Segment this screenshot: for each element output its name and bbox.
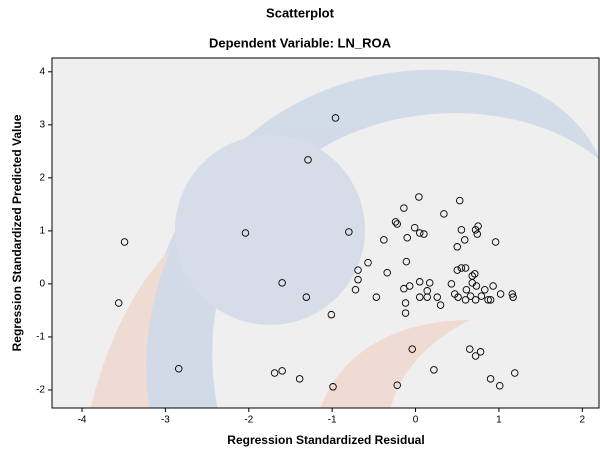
point xyxy=(329,383,337,391)
point xyxy=(474,222,482,230)
point xyxy=(415,293,424,301)
y-tick-label: 4 xyxy=(39,66,45,77)
point xyxy=(491,238,500,246)
point xyxy=(457,226,466,234)
x-tick-label: -1 xyxy=(328,415,337,426)
point xyxy=(436,301,445,309)
point xyxy=(408,345,416,353)
y-tick-label: -1 xyxy=(36,332,45,343)
point xyxy=(471,226,480,234)
y-axis-title: Regression Standardized Predicted Value xyxy=(10,114,24,351)
point xyxy=(484,296,492,304)
point xyxy=(461,236,469,244)
point xyxy=(508,290,517,298)
point xyxy=(415,278,424,286)
point xyxy=(410,223,419,232)
point xyxy=(461,264,470,272)
y-tick-label: 2 xyxy=(39,172,45,183)
point xyxy=(489,282,497,290)
point xyxy=(420,230,428,238)
point xyxy=(415,193,423,201)
point xyxy=(509,293,517,301)
point xyxy=(433,293,441,301)
x-axis-title: Regression Standardized Residual xyxy=(227,433,424,447)
point xyxy=(466,345,474,353)
point xyxy=(295,375,304,383)
point xyxy=(496,290,505,298)
point xyxy=(351,285,360,294)
point xyxy=(327,310,336,319)
point xyxy=(455,196,464,205)
y-tick-label: 1 xyxy=(39,226,45,237)
point xyxy=(354,275,362,284)
x-tick-label: -4 xyxy=(78,415,87,426)
point xyxy=(423,293,431,301)
chart-title: Scatterplot xyxy=(266,5,335,20)
point xyxy=(486,296,495,304)
point xyxy=(476,348,485,356)
point xyxy=(402,257,411,266)
point xyxy=(393,381,401,389)
point xyxy=(331,114,340,122)
point xyxy=(430,366,438,374)
point xyxy=(174,365,183,373)
point xyxy=(496,381,504,390)
point xyxy=(405,282,414,290)
point xyxy=(472,282,481,290)
point xyxy=(471,296,480,304)
point xyxy=(466,292,475,300)
point xyxy=(486,375,495,383)
point xyxy=(477,292,486,300)
point xyxy=(454,293,462,301)
point xyxy=(278,279,286,287)
point xyxy=(383,269,391,277)
point xyxy=(302,293,311,301)
point xyxy=(457,264,466,272)
point xyxy=(511,369,519,377)
point xyxy=(364,258,372,267)
point xyxy=(241,229,250,237)
watermark xyxy=(90,69,599,408)
y-tick-label: 3 xyxy=(39,119,45,130)
point xyxy=(425,279,434,287)
point xyxy=(304,156,312,164)
point xyxy=(471,352,480,360)
point xyxy=(462,285,471,294)
point xyxy=(440,210,448,218)
point xyxy=(481,285,489,294)
point xyxy=(372,293,381,301)
point xyxy=(461,296,470,304)
point xyxy=(393,220,401,228)
plot-frame xyxy=(51,57,600,409)
x-tick-label: -2 xyxy=(244,415,253,426)
x-tick-label: 0 xyxy=(413,415,419,426)
y-tick-label: -2 xyxy=(36,385,45,396)
point xyxy=(473,230,482,238)
point xyxy=(120,238,129,246)
point xyxy=(415,229,424,237)
point xyxy=(270,369,279,377)
point xyxy=(400,204,408,212)
x-tick-label: -3 xyxy=(161,415,170,426)
point xyxy=(403,234,411,242)
point xyxy=(401,299,410,307)
point xyxy=(114,299,123,307)
point xyxy=(453,266,461,274)
point xyxy=(471,270,479,278)
x-tick-label: 2 xyxy=(580,415,586,426)
y-tick-label: 0 xyxy=(39,279,45,290)
x-tick-label: 1 xyxy=(496,415,502,426)
point xyxy=(447,280,456,288)
point xyxy=(391,218,400,226)
point xyxy=(401,309,410,317)
point xyxy=(354,266,362,274)
plot-background xyxy=(52,58,599,408)
point xyxy=(380,236,388,244)
point xyxy=(278,367,286,375)
chart-subtitle: Dependent Variable: LN_ROA xyxy=(209,35,392,50)
point xyxy=(453,243,461,251)
point xyxy=(345,228,353,236)
